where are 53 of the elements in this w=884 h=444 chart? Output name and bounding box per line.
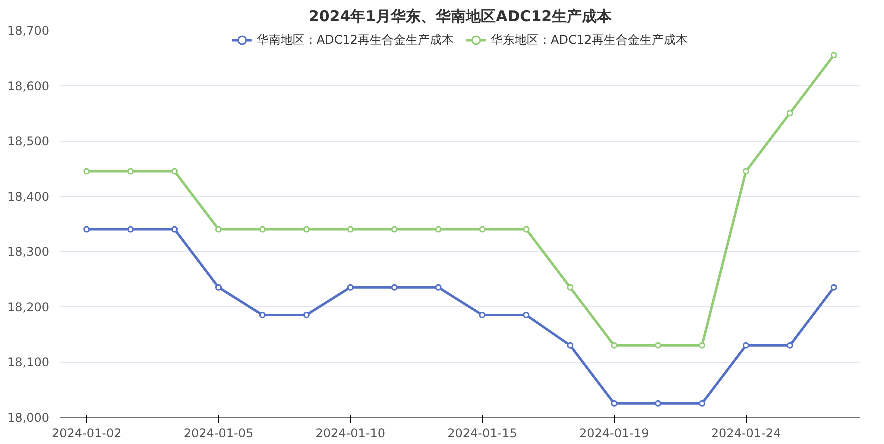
y-tick-label: 18,500 bbox=[8, 134, 50, 149]
y-tick-label: 18,300 bbox=[8, 245, 50, 260]
point bbox=[742, 168, 750, 175]
chart-title: 2024年1月华东、华南地区ADC12生产成本 bbox=[308, 8, 614, 26]
point bbox=[172, 168, 178, 175]
point bbox=[786, 342, 794, 349]
x-tick-label: 2024-01-15 bbox=[448, 426, 518, 440]
y-tick-label: 18,200 bbox=[8, 300, 50, 314]
point bbox=[523, 226, 530, 233]
y-tick-label: 18,700 bbox=[8, 24, 50, 38]
y-tick-label: 18,600 bbox=[8, 79, 50, 94]
point bbox=[611, 400, 618, 407]
legend-label: 华南地区：ADC12再生合金生产成本 bbox=[256, 32, 454, 48]
point bbox=[830, 284, 838, 291]
point bbox=[699, 342, 706, 349]
point bbox=[611, 342, 618, 349]
point bbox=[84, 168, 90, 175]
x-tick-label: 2024-01-10 bbox=[316, 426, 386, 440]
point bbox=[655, 342, 662, 349]
point bbox=[391, 226, 398, 233]
point bbox=[830, 52, 838, 59]
point bbox=[303, 312, 310, 318]
point bbox=[567, 284, 574, 291]
point bbox=[699, 400, 706, 407]
point bbox=[172, 226, 178, 233]
point bbox=[435, 284, 442, 291]
y-tick-label: 18,100 bbox=[8, 356, 50, 370]
x-tick-label: 2024-01-05 bbox=[184, 426, 254, 440]
point bbox=[259, 312, 266, 318]
point bbox=[347, 226, 354, 233]
point bbox=[786, 110, 794, 117]
point bbox=[655, 400, 662, 407]
x-tick-label: 2024-01-24 bbox=[711, 426, 782, 440]
point bbox=[128, 226, 134, 233]
y-tick-label: 18,000 bbox=[8, 411, 50, 425]
point bbox=[347, 284, 354, 291]
point bbox=[84, 226, 90, 233]
point bbox=[391, 284, 398, 291]
point bbox=[128, 168, 134, 175]
point bbox=[259, 226, 266, 233]
y-tick-label: 18,400 bbox=[8, 190, 50, 204]
legend-label: 华东地区：ADC12再生合金生产成本 bbox=[491, 32, 688, 48]
point bbox=[435, 226, 442, 233]
point bbox=[479, 226, 486, 233]
point bbox=[742, 342, 750, 349]
x-tick-label: 2024-01-19 bbox=[579, 426, 650, 440]
point bbox=[303, 226, 310, 233]
point bbox=[215, 284, 222, 291]
point bbox=[215, 226, 222, 233]
point bbox=[479, 312, 486, 318]
x-tick-label: 2024-01-02 bbox=[52, 426, 122, 440]
point bbox=[567, 342, 574, 349]
point bbox=[523, 312, 530, 318]
